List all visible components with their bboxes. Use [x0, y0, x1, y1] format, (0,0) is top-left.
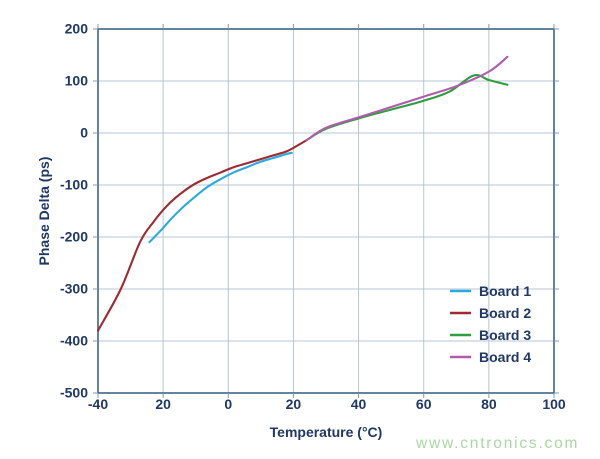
svg-text:www.cntronics.com: www.cntronics.com: [415, 435, 579, 452]
svg-text:60: 60: [416, 396, 432, 412]
svg-text:Phase Delta (ps): Phase Delta (ps): [36, 157, 52, 266]
svg-text:100: 100: [542, 396, 566, 412]
svg-text:-200: -200: [60, 229, 88, 245]
svg-text:-40: -40: [88, 396, 108, 412]
svg-text:-400: -400: [60, 333, 88, 349]
svg-text:40: 40: [351, 396, 367, 412]
svg-text:-300: -300: [60, 281, 88, 297]
svg-text:Board 3: Board 3: [479, 327, 531, 343]
svg-text:Board 2: Board 2: [479, 305, 531, 321]
svg-text:0: 0: [224, 396, 232, 412]
svg-text:-500: -500: [60, 385, 88, 401]
svg-text:20: 20: [286, 396, 302, 412]
svg-text:100: 100: [65, 73, 89, 89]
svg-text:20: 20: [155, 396, 171, 412]
svg-text:0: 0: [80, 125, 88, 141]
svg-text:80: 80: [481, 396, 497, 412]
svg-text:Temperature (°C): Temperature (°C): [270, 424, 383, 440]
svg-text:Board 1: Board 1: [479, 283, 531, 299]
svg-text:-100: -100: [60, 177, 88, 193]
svg-text:Board 4: Board 4: [479, 349, 531, 365]
svg-text:200: 200: [65, 21, 89, 37]
